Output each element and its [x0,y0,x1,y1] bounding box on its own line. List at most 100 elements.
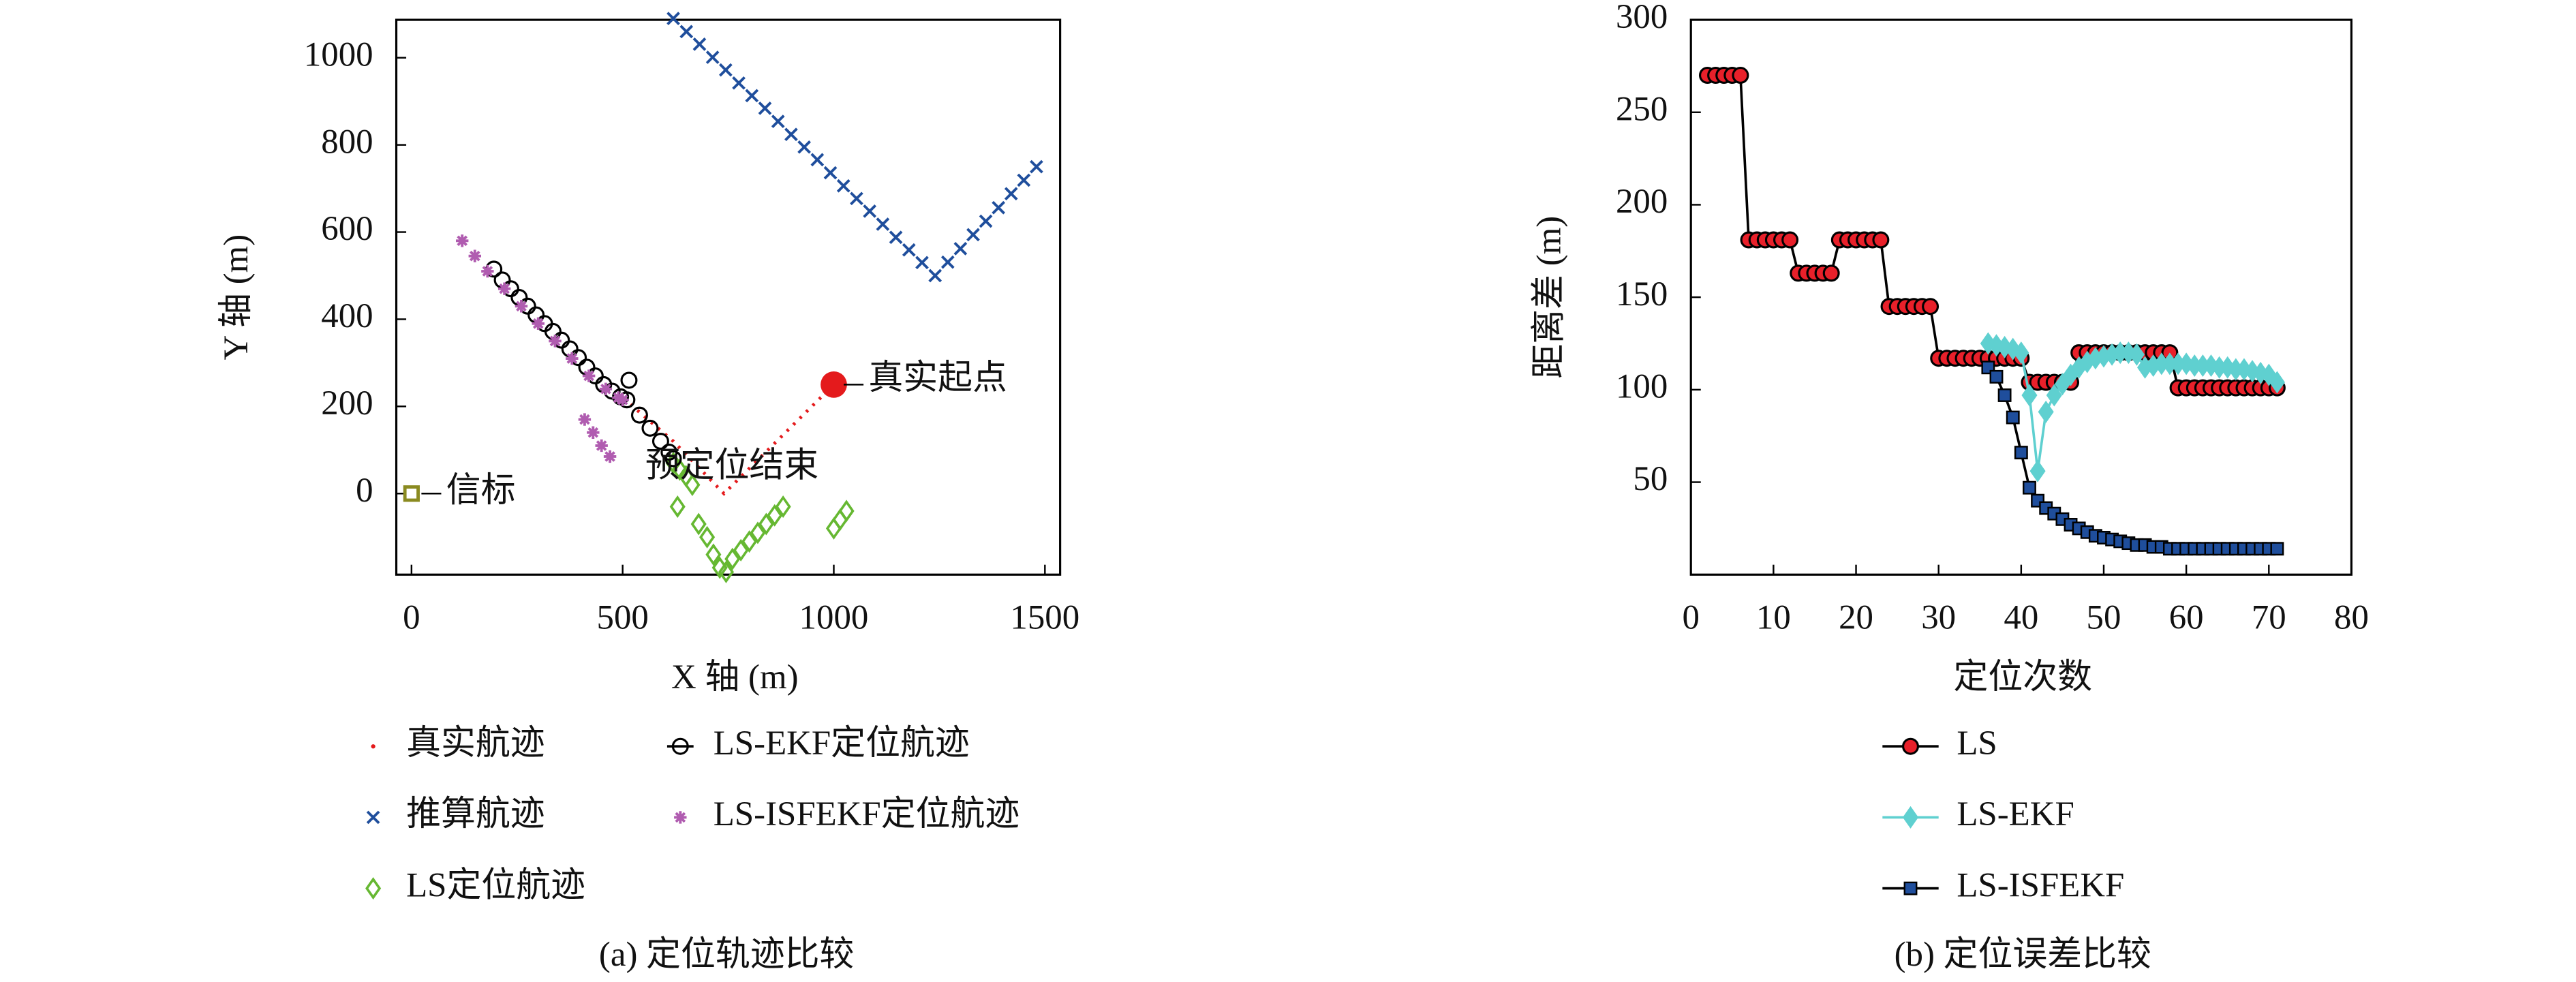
point [641,419,659,437]
point [2013,341,2029,365]
point [825,517,842,540]
y-tick-label: 0 [356,472,373,510]
point [630,406,648,424]
annotation: 预定位结束 [645,446,818,485]
x-tick-label: 40 [2004,599,2038,637]
point [902,243,916,257]
point [1781,231,1799,249]
point [599,382,613,395]
point [2021,384,2038,407]
point [669,495,686,518]
point [481,264,494,278]
point [690,512,707,536]
point [1030,159,1043,174]
point [455,234,469,247]
point [705,543,722,566]
point [953,241,968,256]
point [863,204,877,218]
x-tick-label: 10 [1756,599,1791,637]
point [2054,373,2070,396]
point [666,12,680,26]
point [2038,400,2054,423]
point [651,433,669,450]
x-tick-label: 0 [403,599,420,637]
point [679,25,694,39]
point [532,317,545,331]
caption: (a) 定位轨迹比较 [599,936,854,974]
point [2270,542,2284,556]
annotation: 真实起点 [868,359,1007,397]
legend-marker [1903,881,1918,895]
y-tick-label: 800 [321,123,373,161]
y-tick-label: 200 [1616,183,1668,221]
x-axis-label: 定位次数 [1954,658,2093,696]
legend-label: LS-EKF [1957,795,2074,833]
track-line [622,383,835,496]
point [1872,231,1890,249]
point [797,140,811,154]
y-tick-label: 150 [1616,275,1668,313]
point [758,512,774,536]
point [724,547,741,570]
point [979,214,993,228]
point [1732,67,1749,84]
point [587,426,600,439]
point [2260,363,2277,386]
point [692,37,707,51]
point [915,256,929,270]
point [745,89,759,103]
point [718,560,735,583]
plot-frame [1689,18,2353,576]
x-axis-label: X 轴 (m) [671,658,799,696]
point [2006,410,2020,425]
point [741,530,758,553]
legend-marker [1902,805,1919,829]
point [468,249,482,262]
point [1997,388,2012,402]
point [750,521,766,544]
point [758,102,772,115]
point [784,127,798,142]
x-tick-label: 30 [1921,599,1956,637]
point [966,228,980,242]
y-tick-label: 100 [1616,368,1668,406]
legend-label: 推算航迹 [406,795,545,833]
point [810,153,825,167]
legend-label: LS-EKF定位航迹 [714,724,970,763]
start-point [821,371,847,398]
point [850,191,863,206]
legend-label: LS-ISFEKF [1957,866,2124,904]
point [616,393,629,406]
point [620,371,638,389]
x-tick-label: 20 [1839,599,1873,637]
point [732,76,746,90]
x-tick-label: 0 [1683,599,1700,637]
y-tick-label: 50 [1633,460,1668,498]
point [2005,337,2021,360]
legend-label: LS [1957,724,1997,763]
x-tick-label: 70 [2252,599,2286,637]
plot-frame [395,18,1062,576]
point [1822,264,1840,282]
point [612,391,625,404]
x-tick-label: 80 [2334,599,2369,637]
point [2014,446,2028,460]
point [767,504,783,527]
x-tick-label: 1000 [799,599,869,637]
point [823,166,838,180]
y-tick-label: 250 [1616,90,1668,128]
point [836,179,850,193]
point [705,50,720,64]
point [566,352,579,365]
y-tick-label: 1000 [304,35,373,74]
point [2269,371,2285,394]
point [992,200,1005,215]
point [2029,459,2046,482]
legend-label: 真实航迹 [406,724,545,763]
x-tick-label: 50 [2087,599,2121,637]
legend-marker [1902,737,1919,755]
point [515,300,528,313]
point [664,450,682,467]
point [684,473,701,496]
